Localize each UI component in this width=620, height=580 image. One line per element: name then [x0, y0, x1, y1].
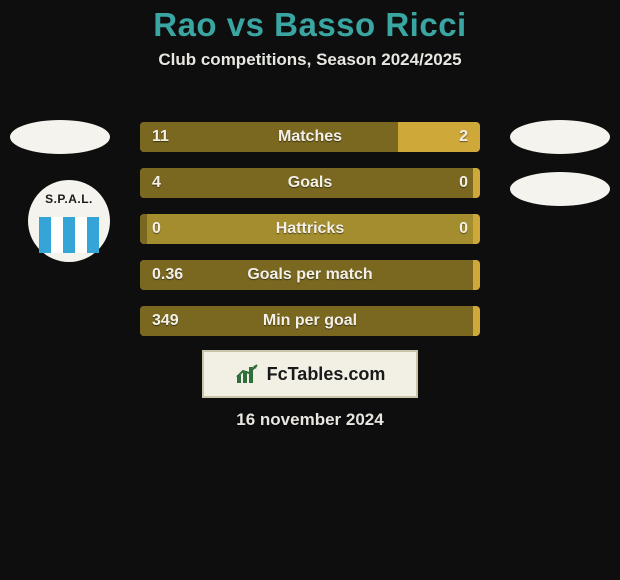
spal-badge: S.P.A.L.	[39, 181, 99, 261]
stat-label: Hattricks	[140, 220, 480, 238]
stat-label: Matches	[140, 128, 480, 146]
page-title: Rao vs Basso Ricci	[0, 0, 620, 44]
right-player-ellipse	[510, 172, 610, 206]
stat-row: 349Min per goal	[140, 306, 480, 336]
right-player-ellipse	[510, 120, 610, 154]
stat-row: 0.36Goals per match	[140, 260, 480, 290]
stat-label: Goals per match	[140, 266, 480, 284]
stats-bars: 112Matches 40Goals 00Hattricks 0.36Goals pe…	[140, 122, 480, 352]
left-club-badge: S.P.A.L.	[28, 180, 110, 262]
page-subtitle: Club competitions, Season 2024/2025	[0, 50, 620, 70]
stat-label: Min per goal	[140, 312, 480, 330]
chart-icon	[235, 363, 261, 385]
stat-row: 112Matches	[140, 122, 480, 152]
spal-badge-stripes	[39, 217, 99, 253]
date-text: 16 november 2024	[0, 410, 620, 430]
stat-label: Goals	[140, 174, 480, 192]
brand-text: FcTables.com	[267, 364, 386, 385]
comparison-card: Rao vs Basso Ricci Club competitions, Se…	[0, 0, 620, 580]
brand-box: FcTables.com	[202, 350, 418, 398]
stat-row: 00Hattricks	[140, 214, 480, 244]
spal-badge-text: S.P.A.L.	[39, 181, 99, 217]
left-player-ellipse	[10, 120, 110, 154]
stat-row: 40Goals	[140, 168, 480, 198]
